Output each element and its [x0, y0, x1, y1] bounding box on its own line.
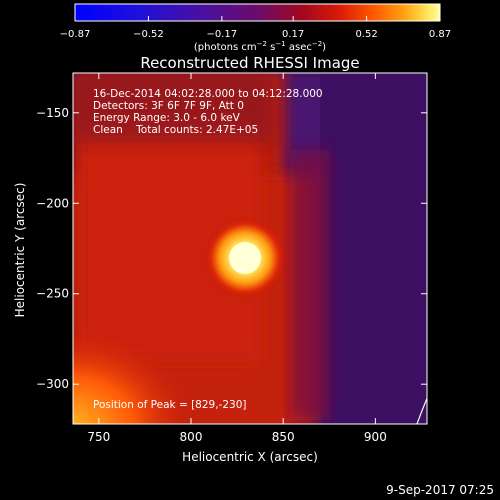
- unit-exponent: −2: [312, 40, 322, 48]
- x-tick-label: 750: [87, 430, 110, 444]
- unit-exponent: −2: [257, 40, 267, 48]
- y-axis-label: Heliocentric Y (arcsec): [13, 183, 27, 318]
- colorbar-tick-label: 0.17: [282, 29, 304, 40]
- info-block: 16-Dec-2014 04:02:28.000 to 04:12:28.000…: [93, 88, 323, 136]
- colorbar-tick-label: 0.52: [355, 29, 377, 40]
- colorbar-tick-label: −0.17: [207, 29, 238, 40]
- colorbar: [74, 3, 441, 22]
- peak-position-label: Position of Peak = [829,-230]: [93, 399, 247, 411]
- x-tick-label: 850: [272, 430, 295, 444]
- colorbar-ticks: [74, 16, 441, 21]
- unit-text: s: [267, 42, 275, 53]
- info-line-energy: Energy Range: 3.0 - 6.0 keV: [93, 112, 241, 124]
- info-line-detectors: Detectors: 3F 6F 7F 9F, Att 0: [93, 100, 244, 112]
- plot-frame: [72, 72, 428, 425]
- colorbar-tick-labels: −0.87 −0.52 −0.17 0.17 0.52 0.87: [60, 29, 451, 40]
- colorbar-tick-label: −0.52: [133, 29, 164, 40]
- footer-date: 9-Sep-2017 07:25: [386, 483, 494, 497]
- heatmap-image: [73, 73, 427, 424]
- colorbar-tick-label: 0.87: [429, 29, 451, 40]
- info-line-counts: Clean Total counts: 2.47E+05: [93, 124, 258, 136]
- unit-text: (photons cm: [194, 42, 257, 53]
- x-axis-ticks: 750 800 850 900: [87, 73, 387, 444]
- x-axis-label: Heliocentric X (arcsec): [182, 450, 318, 464]
- x-tick-label: 900: [364, 430, 387, 444]
- y-tick-label: −200: [36, 196, 69, 210]
- unit-text: asec: [286, 42, 312, 53]
- x-tick-label: 800: [180, 430, 203, 444]
- y-tick-label: −300: [36, 377, 69, 391]
- colorbar-unit-label: (photons cm−2 s−1 asec−2): [194, 40, 326, 53]
- unit-exponent: −1: [275, 40, 285, 48]
- colorbar-tick-label: −0.87: [60, 29, 91, 40]
- info-line-time: 16-Dec-2014 04:02:28.000 to 04:12:28.000: [93, 88, 323, 100]
- y-axis-ticks: −150 −200 −250 −300: [36, 106, 427, 391]
- y-tick-label: −150: [36, 106, 69, 120]
- unit-text: ): [322, 42, 326, 53]
- chart-title: Reconstructed RHESSI Image: [140, 54, 359, 72]
- y-tick-label: −250: [36, 287, 69, 301]
